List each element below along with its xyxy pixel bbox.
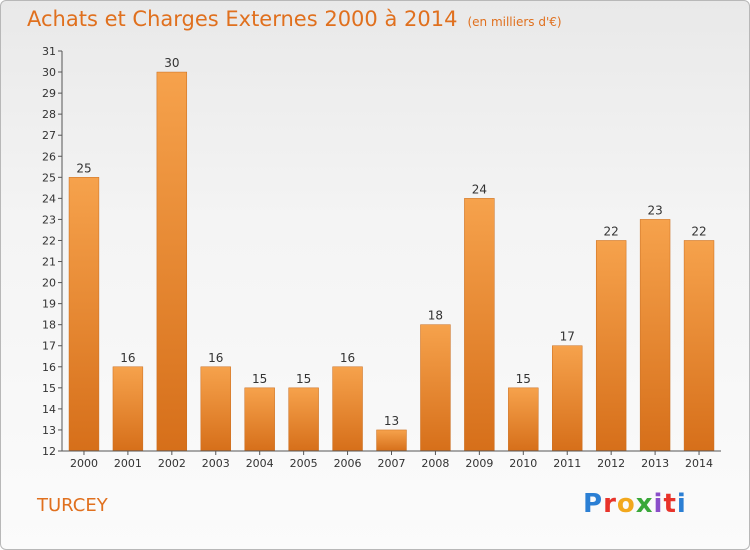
x-tick-label-2000: 2000 [70,457,98,470]
bar-2000 [68,177,100,452]
x-tick-label-2005: 2005 [290,457,318,470]
y-tick-label: 20 [42,277,56,290]
y-tick-label: 16 [42,361,56,374]
y-tick-label: 31 [42,45,56,58]
y-tick-label: 14 [42,403,56,416]
logo-letter: r [603,489,617,519]
bar-2013 [639,219,671,452]
y-tick-label: 22 [42,234,56,247]
bar-2006 [332,366,363,452]
bar-2009 [464,198,495,452]
logo-letter: i [653,489,664,519]
logo-letter: t [663,489,677,519]
y-tick-label: 12 [42,445,56,458]
logo-letter: P [583,489,604,519]
x-tick-label-2002: 2002 [158,457,186,470]
value-label-2000: 25 [76,161,91,175]
y-tick-label: 25 [42,171,56,184]
bar-2011 [552,345,583,452]
value-label-2014: 22 [691,224,706,238]
x-tick-label-2014: 2014 [685,457,713,470]
place-name: TURCEY [37,495,108,516]
bar-2004 [244,387,275,452]
x-tick-label-2013: 2013 [641,457,669,470]
y-tick-label: 21 [42,256,56,269]
y-tick-label: 15 [42,382,56,395]
value-label-2007: 13 [384,414,399,428]
title-row: Achats et Charges Externes 2000 à 2014 (e… [27,7,562,31]
proxiti-logo[interactable]: Proxiti [583,489,687,519]
bar-2010 [508,387,539,452]
x-tick-label-2012: 2012 [597,457,625,470]
y-tick-label: 18 [42,319,56,332]
bar-2003 [200,366,231,452]
bars-group: 25 16 30 16 15 15 16 13 18 24 15 17 22 23 22 [68,56,715,452]
y-tick-label: 17 [42,340,56,353]
y-tick-label: 13 [42,424,56,437]
logo-letter: x [635,489,654,519]
value-label-2008: 18 [428,309,443,323]
x-tick-label-2003: 2003 [202,457,230,470]
value-label-2003: 16 [208,351,223,365]
value-label-2004: 15 [252,372,267,386]
y-tick-label: 28 [42,108,56,121]
x-tick-label-2011: 2011 [553,457,581,470]
x-tick-label-2008: 2008 [421,457,449,470]
x-tick-label-2001: 2001 [114,457,142,470]
value-label-2001: 16 [120,351,135,365]
value-label-2006: 16 [340,351,355,365]
value-label-2005: 15 [296,372,311,386]
value-label-2013: 23 [647,203,662,217]
bar-2008 [420,324,451,452]
value-label-2010: 15 [516,372,531,386]
x-tick-label-2006: 2006 [334,457,362,470]
bar-2005 [288,387,319,452]
bar-2007 [376,429,407,452]
y-tick-label: 19 [42,298,56,311]
value-label-2002: 30 [164,56,179,70]
axes-group: 12 13 14 15 16 17 18 19 20 21 22 23 24 25 26 27 28 29 30 31… [42,45,721,470]
bar-2014 [683,240,715,452]
x-tick-label-2007: 2007 [378,457,406,470]
y-tick-label: 23 [42,213,56,226]
y-tick-label: 26 [42,150,56,163]
value-label-2009: 24 [472,182,487,196]
value-label-2012: 22 [604,224,619,238]
y-tick-label: 29 [42,87,56,100]
bar-2012 [595,240,627,452]
logo-letter: i [676,489,687,519]
bar-2001 [112,366,144,452]
logo-letter: o [616,489,636,519]
chart-title: Achats et Charges Externes 2000 à 2014 [27,7,458,31]
y-tick-label: 27 [42,129,56,142]
chart-subtitle: (en milliers d'€) [467,15,562,29]
x-tick-label-2010: 2010 [509,457,537,470]
x-tick-label-2004: 2004 [246,457,274,470]
bar-2002 [156,71,188,452]
y-tick-label: 24 [42,192,56,205]
y-tick-label: 30 [42,66,56,79]
x-tick-label-2009: 2009 [465,457,493,470]
value-label-2011: 17 [560,330,575,344]
